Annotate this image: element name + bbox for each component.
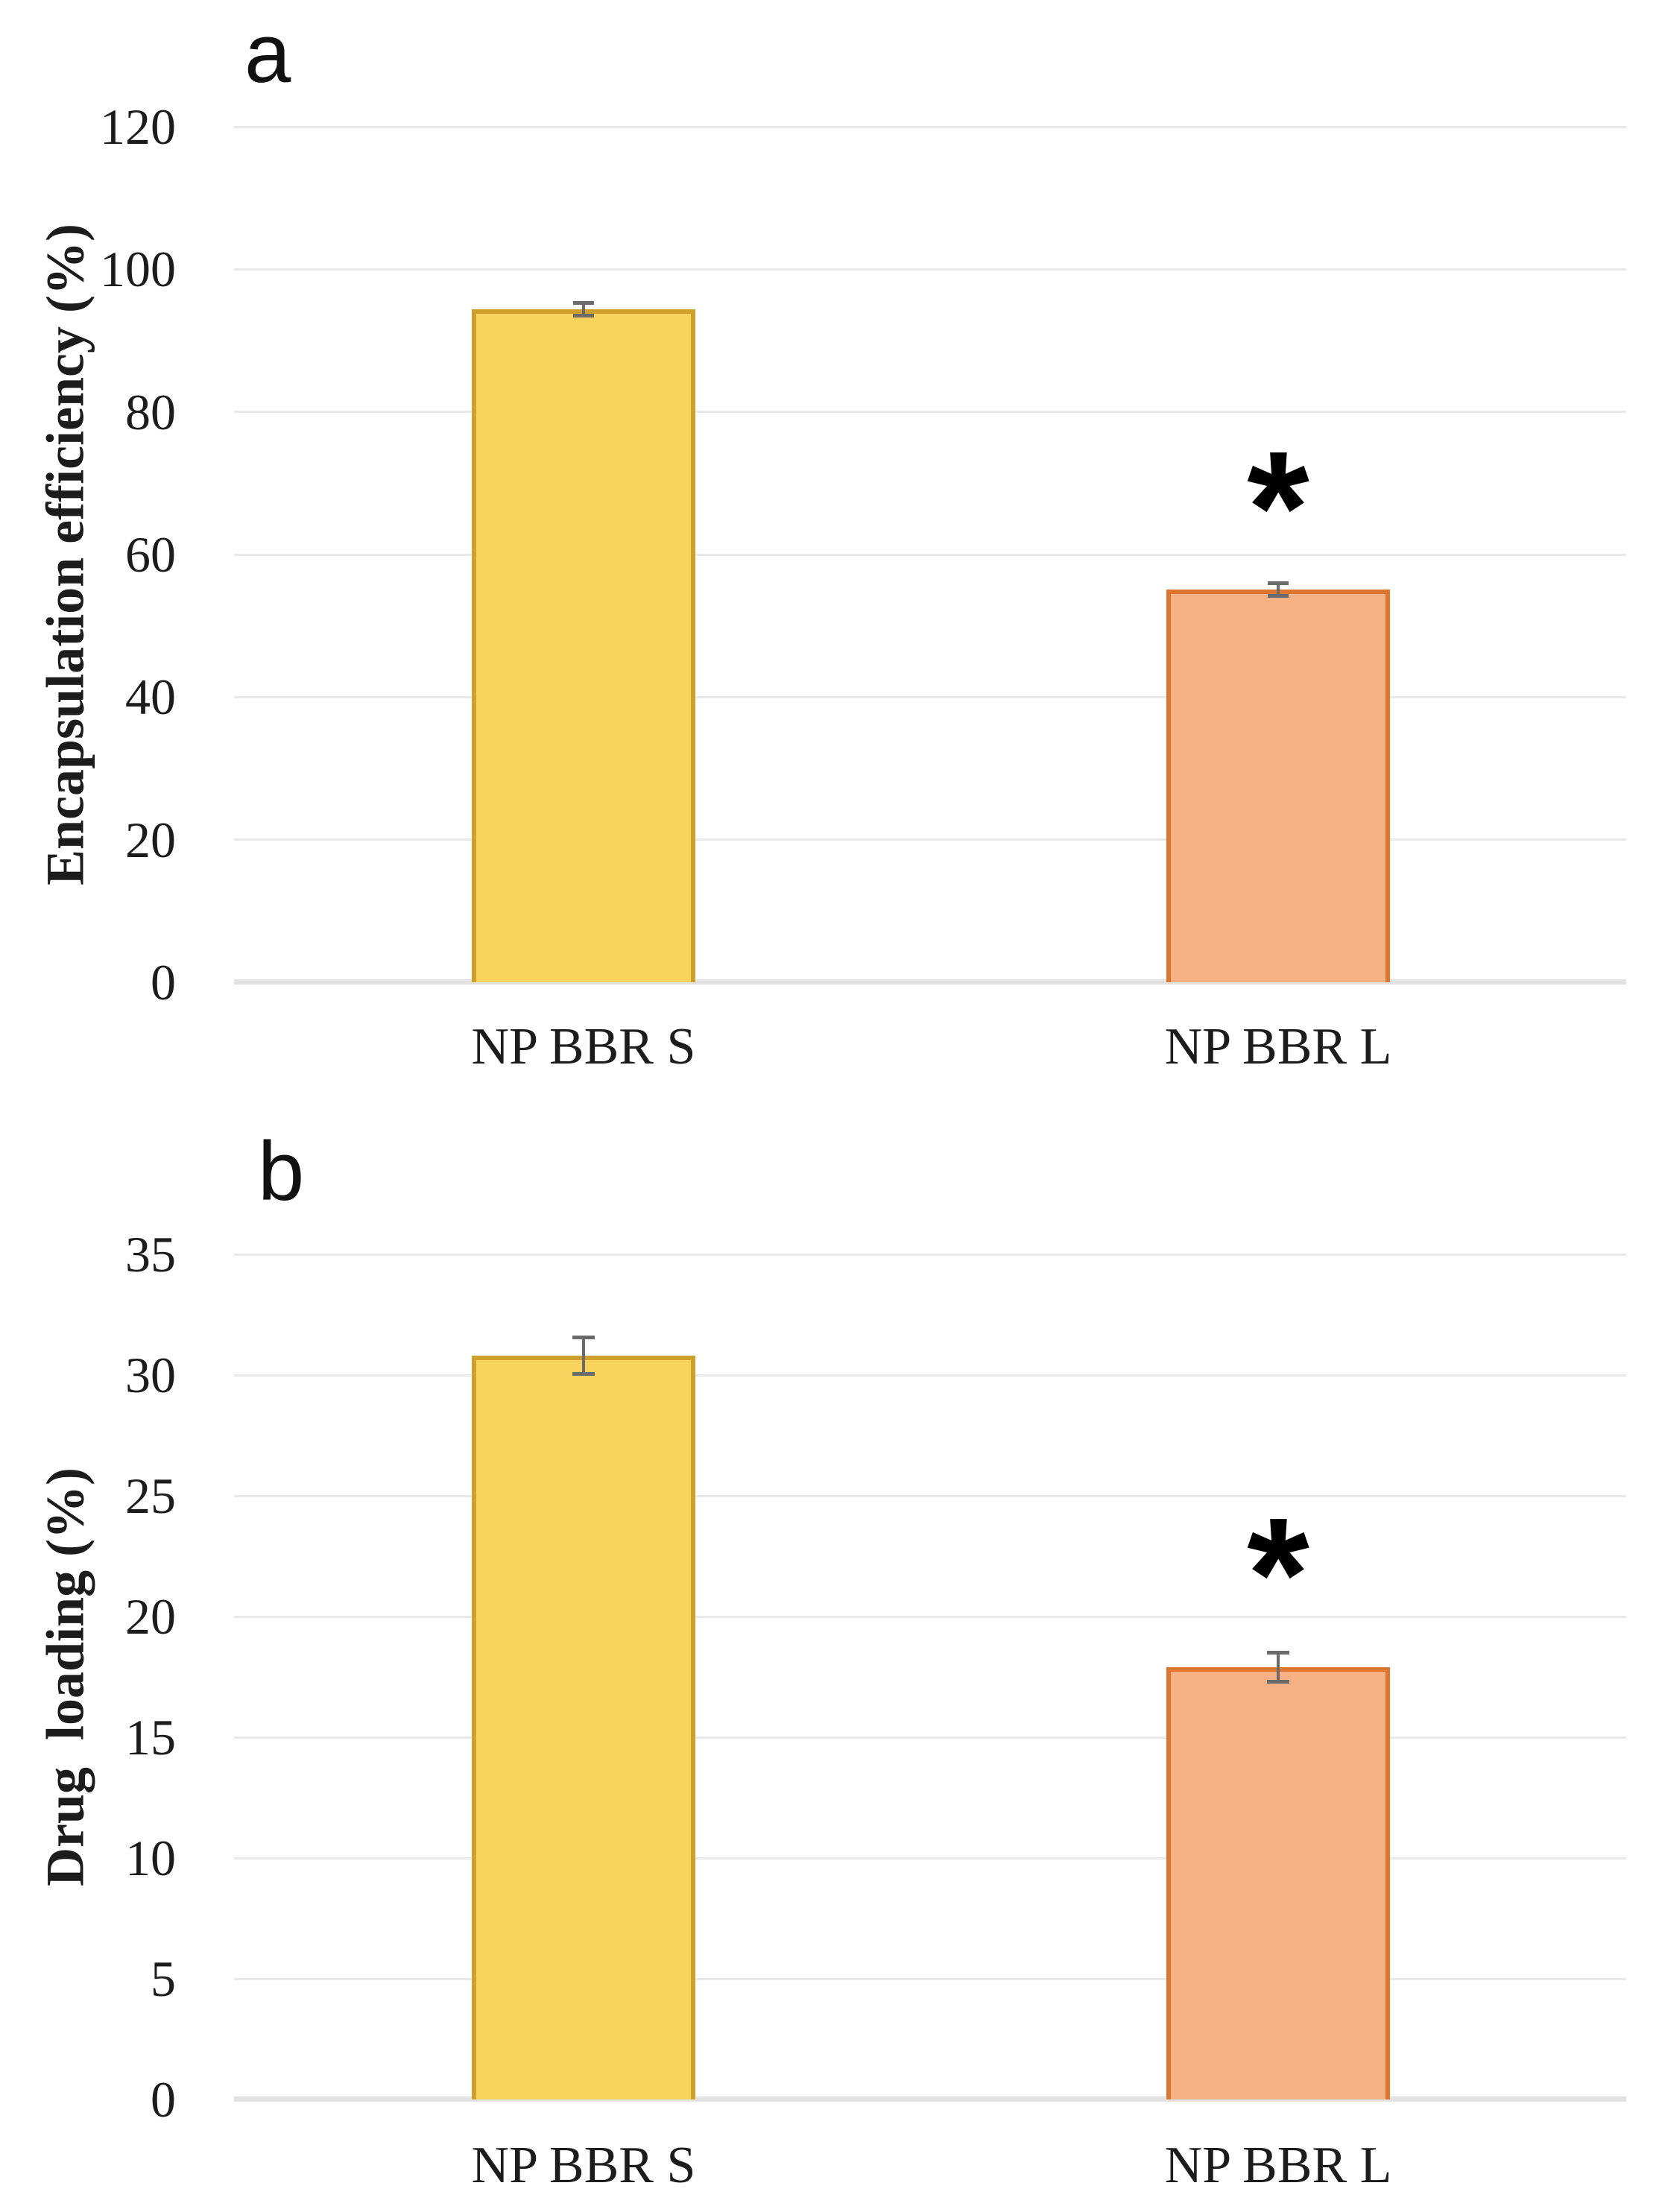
error-bar-cap xyxy=(1268,593,1289,598)
y-tick-label: 15 xyxy=(125,1709,176,1766)
y-tick-label: 80 xyxy=(125,383,176,440)
error-bar-line xyxy=(1277,1652,1280,1682)
x-category-label: NP BBR S xyxy=(471,2137,696,2194)
error-bar-cap xyxy=(1267,1651,1289,1655)
y-tick-label: 35 xyxy=(125,1226,176,1283)
y-tick-label: 60 xyxy=(125,526,176,583)
x-category-label: NP BBR L xyxy=(1164,1018,1392,1075)
gridline xyxy=(234,553,1626,556)
gridline xyxy=(234,1374,1626,1377)
panel-b-plot-area: 0 5 10 15 20 25 30 35 NP BBR S * NP BBR L xyxy=(125,1227,1626,2193)
y-tick-label: 0 xyxy=(151,2071,176,2128)
error-bar-cap xyxy=(1267,1679,1289,1684)
y-tick-label: 100 xyxy=(100,241,176,298)
error-bar-cap xyxy=(573,300,594,305)
x-category-label: NP BBR S xyxy=(471,1018,696,1075)
y-tick-label: 20 xyxy=(125,1588,176,1645)
y-tick-label: 20 xyxy=(125,811,176,868)
significance-asterisk: * xyxy=(1247,417,1309,597)
panel-b-letter: b xyxy=(258,1125,305,1218)
error-bar-cap xyxy=(1268,581,1289,585)
bar-np-bbr-l xyxy=(1166,589,1390,982)
x-axis-baseline xyxy=(234,2096,1626,2102)
gridline xyxy=(234,1856,1626,1859)
gridline xyxy=(234,695,1626,698)
gridline xyxy=(234,125,1626,128)
y-tick-label: 0 xyxy=(151,954,176,1011)
error-bar-line xyxy=(1277,583,1280,596)
gridline xyxy=(234,1494,1626,1497)
panel-a-letter: a xyxy=(244,7,291,100)
y-tick-label: 10 xyxy=(125,1830,176,1886)
error-bar-line xyxy=(582,303,585,316)
gridline xyxy=(234,411,1626,414)
y-tick-label: 40 xyxy=(125,669,176,726)
significance-asterisk: * xyxy=(1247,1484,1309,1664)
panel-b-y-axis-title: Drug loading (%) xyxy=(35,1467,95,1887)
y-tick-label: 120 xyxy=(100,98,176,155)
x-axis-baseline xyxy=(234,979,1626,985)
y-tick-label: 30 xyxy=(125,1347,176,1403)
bar-np-bbr-l xyxy=(1166,1667,1390,2099)
x-category-label: NP BBR L xyxy=(1164,2137,1392,2194)
gridline xyxy=(234,838,1626,841)
y-tick-label: 5 xyxy=(151,1950,176,2007)
error-bar-cap xyxy=(572,1336,595,1340)
gridline xyxy=(234,1615,1626,1618)
error-bar-line xyxy=(582,1337,585,1374)
gridline xyxy=(234,1736,1626,1739)
error-bar-cap xyxy=(573,314,594,318)
gridline xyxy=(234,268,1626,271)
panel-a-plot-area: 0 20 40 60 80 100 120 NP BBR S * NP BBR L xyxy=(100,100,1626,1075)
gridline xyxy=(234,1977,1626,1980)
gridline xyxy=(234,1253,1626,1256)
y-tick-label: 25 xyxy=(125,1467,176,1524)
bar-np-bbr-s xyxy=(472,1356,695,2099)
error-bar-cap xyxy=(572,1371,595,1376)
bar-np-bbr-s xyxy=(472,309,695,982)
